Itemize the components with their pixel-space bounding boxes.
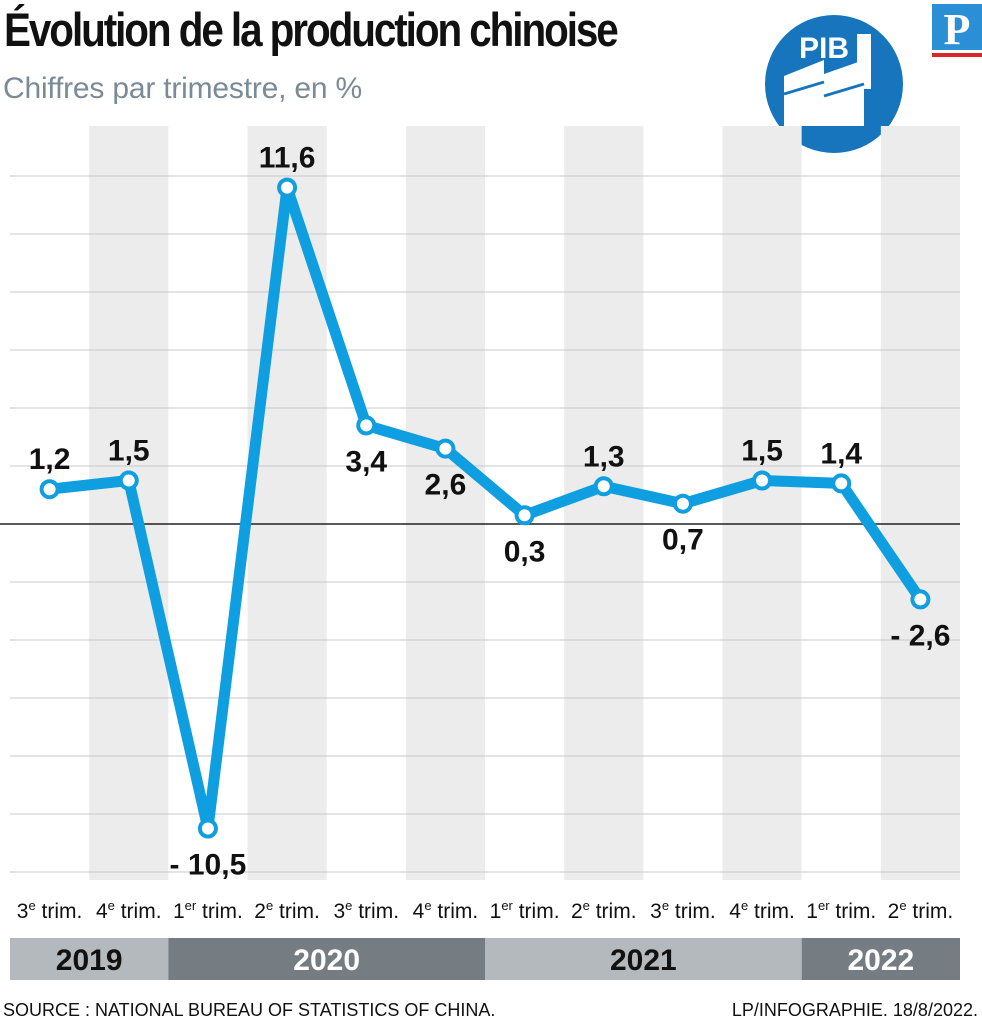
column-bands xyxy=(89,126,960,880)
data-label: 1,4 xyxy=(820,437,862,470)
data-label: 11,6 xyxy=(259,142,316,175)
data-point xyxy=(118,470,139,491)
data-label: 2,6 xyxy=(425,469,467,502)
series-line-path xyxy=(44,182,926,834)
column-band xyxy=(405,126,485,880)
data-point xyxy=(752,470,773,491)
year-label: 2019 xyxy=(56,944,123,977)
data-label: 1,3 xyxy=(583,440,625,473)
x-tick-label: 1er trim. xyxy=(173,898,243,923)
series-line xyxy=(44,182,926,834)
x-axis-ticks: 3e trim. 4e trim. 1er trim. 2e trim. 3e trim… xyxy=(17,898,953,923)
x-tick-label: 2e trim. xyxy=(571,898,637,923)
data-label: 1,5 xyxy=(741,435,783,468)
year-label: 2020 xyxy=(293,944,360,977)
value-labels: 1,2 1,5 - 10,5 11,6 3,4 2,6 0,3 1,3 0,7 1,5 1,4 - 2… xyxy=(29,142,951,882)
data-label: 3,4 xyxy=(345,445,387,478)
year-label: 2022 xyxy=(847,944,914,977)
chart-title: Évolution de la production chinoise xyxy=(4,3,619,56)
year-bar: 2019 2020 2021 2022 xyxy=(10,938,960,980)
data-point xyxy=(831,473,852,494)
column-band xyxy=(247,126,327,880)
line-chart: 1,2 1,5 - 10,5 11,6 3,4 2,6 0,3 1,3 0,7 1,5 1,4 - 2… xyxy=(0,126,960,980)
data-label: 0,7 xyxy=(662,524,704,557)
data-points xyxy=(39,177,931,839)
x-tick-label: 4e trim. xyxy=(729,898,795,923)
badge-label: PIB xyxy=(799,32,849,65)
data-point xyxy=(435,438,456,459)
data-label: 1,5 xyxy=(108,435,150,468)
data-point xyxy=(672,493,693,514)
publication-logo: P xyxy=(932,4,982,57)
data-point xyxy=(593,476,614,497)
data-point xyxy=(514,505,535,526)
year-label: 2021 xyxy=(610,944,677,977)
data-point xyxy=(277,177,298,198)
data-point xyxy=(910,589,931,610)
gridlines xyxy=(0,175,960,873)
x-tick-label: 1er trim. xyxy=(490,898,560,923)
data-label: 1,2 xyxy=(29,443,71,476)
chart-subtitle: Chiffres par trimestre, en % xyxy=(3,72,362,105)
x-tick-label: 3e trim. xyxy=(17,898,83,923)
data-point xyxy=(197,818,218,839)
column-band xyxy=(722,126,802,880)
x-tick-label: 1er trim. xyxy=(806,898,876,923)
x-tick-label: 4e trim. xyxy=(413,898,479,923)
x-tick-label: 2e trim. xyxy=(888,898,954,923)
column-band xyxy=(564,126,644,880)
x-tick-label: 4e trim. xyxy=(96,898,162,923)
column-band xyxy=(880,126,960,880)
x-tick-label: 3e trim. xyxy=(650,898,716,923)
x-tick-label: 3e trim. xyxy=(333,898,399,923)
data-label: - 2,6 xyxy=(890,619,950,652)
year-band xyxy=(485,938,802,980)
year-band xyxy=(168,938,486,980)
year-band xyxy=(10,938,169,980)
x-tick-label: 2e trim. xyxy=(254,898,320,923)
data-point xyxy=(39,479,60,500)
logo-letter: P xyxy=(944,5,971,54)
data-label: - 10,5 xyxy=(170,849,247,882)
credit-note: LP/INFOGRAPHIE. 18/8/2022. xyxy=(731,1000,978,1020)
source-note: SOURCE : NATIONAL BUREAU OF STATISTICS O… xyxy=(3,1000,496,1020)
factory-icon: PIB xyxy=(765,15,903,153)
data-point xyxy=(356,415,377,436)
data-label: 0,3 xyxy=(504,535,546,568)
year-band xyxy=(801,938,960,980)
